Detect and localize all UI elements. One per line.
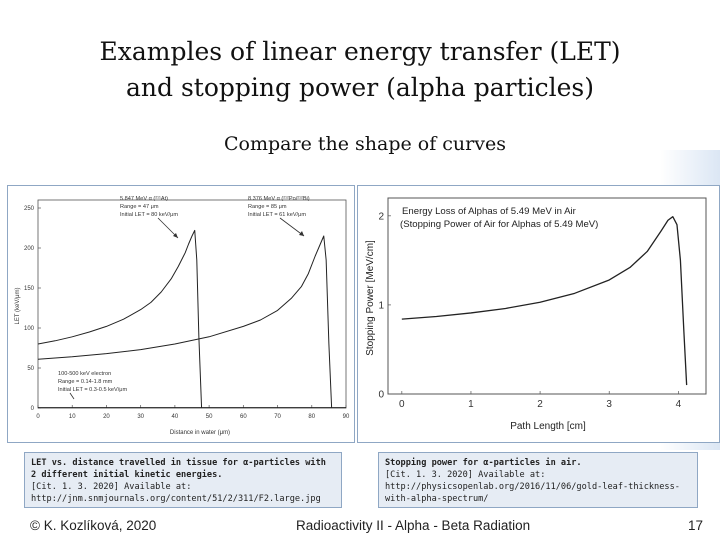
annotation-3-line-1: 100-500 keV electron: [58, 371, 111, 377]
y-tick-label: 1: [378, 300, 384, 311]
page-number: 17: [688, 518, 704, 533]
chart-frame: [387, 197, 707, 395]
annotation-3-line-3: Initial LET = 0.3-0.5 keV/μm: [58, 387, 128, 393]
caption-right-line-2: [Cit. 1. 3. 2020] Available at:: [385, 470, 546, 480]
x-tick-label: 20: [103, 414, 110, 420]
x-tick-label: 70: [274, 414, 281, 420]
title-line-1: Examples of linear energy transfer (LET): [99, 37, 621, 66]
annotation-1-line-2: Range = 47 μm: [120, 204, 159, 210]
stopping-power-chart-subtitle: (Stopping Power of Air for Alphas of 5.4…: [400, 219, 598, 230]
annotation-1-line-3: Initial LET = 80 keV/μm: [120, 212, 178, 218]
caption-right-source-link-1[interactable]: http://physicsopenlab.org/2016/11/06/gol…: [385, 482, 680, 492]
x-tick-label: 0: [36, 414, 40, 420]
annotation-1-arrowhead: [173, 233, 178, 238]
x-tick-label: 60: [240, 414, 247, 420]
x-tick-label: 40: [172, 414, 179, 420]
let-x-axis-label: Distance in water (μm): [170, 430, 230, 436]
let-chart: 0 10 20 30 40 50 60 70 80 90 0 50 100 150 200 250 5.847…: [15, 196, 350, 436]
footer-author: © K. Kozlíková, 2020: [30, 518, 157, 533]
series-line-1: [37, 229, 203, 409]
x-tick-label: 3: [606, 399, 612, 410]
annotation-3-arrow: [69, 392, 75, 400]
x-tick-label: 10: [69, 414, 76, 420]
stopping-power-chart-title: Energy Loss of Alphas of 5.49 MeV in Air: [402, 206, 577, 217]
y-tick-label: 100: [24, 326, 35, 332]
annotation-1-line-1: 5.847 MeV α (²¹¹At): [120, 196, 168, 202]
x-tick-label: 4: [676, 399, 682, 410]
stopping-power-chart: 0 1 2 3 4 0 1 2 Energy Loss of Alphas of 5.49 M…: [365, 197, 707, 432]
footer-course-title: Radioactivity II - Alpha - Beta Radiatio…: [296, 518, 531, 533]
slide-title: Examples of linear energy transfer (LET)…: [40, 34, 680, 106]
annotation-2-line-3: Initial LET = 61 keV/μm: [248, 212, 306, 218]
caption-left-line-2: 2 different initial kinetic energies.: [31, 470, 223, 480]
stopping-power-x-axis-label: Path Length [cm]: [510, 421, 586, 432]
annotation-3-line-2: Range = 0.14-1.8 mm: [58, 379, 113, 385]
y-tick-label: 0: [378, 390, 384, 401]
y-tick-label: 0: [31, 406, 35, 412]
stopping-power-y-axis-label: Stopping Power [MeV/cm]: [365, 240, 376, 356]
title-line-2: and stopping power (alpha particles): [126, 73, 594, 102]
x-tick-label: 2: [537, 399, 543, 410]
x-tick-label: 0: [399, 399, 405, 410]
x-tick-label: 50: [206, 414, 213, 420]
caption-right-line-1: Stopping power for α-particles in air.: [385, 458, 582, 468]
series-line-2: [37, 235, 333, 409]
caption-right-source-link-2[interactable]: with-alpha-spectrum/: [385, 494, 489, 504]
annotation-2-line-2: Range = 85 μm: [248, 204, 287, 210]
slide-subtitle: Compare the shape of curves: [224, 133, 506, 155]
caption-left-line-3: [Cit. 1. 3. 2020] Available at:: [31, 482, 192, 492]
let-chart-panel: 0 10 20 30 40 50 60 70 80 90 0 50 100 150 200 250 5.847…: [7, 185, 355, 443]
x-tick-label: 30: [137, 414, 144, 420]
y-tick-label: 2: [378, 211, 384, 222]
y-tick-label: 250: [24, 206, 35, 212]
x-tick-label: 80: [308, 414, 315, 420]
y-tick-label: 200: [24, 246, 35, 252]
annotation-2-arrow: [279, 217, 305, 237]
annotation-2-arrowhead: [299, 231, 304, 236]
y-tick-label: 150: [24, 286, 35, 292]
series-line-1: [401, 216, 688, 386]
x-tick-label: 1: [468, 399, 474, 410]
caption-left-line-1: LET vs. distance travelled in tissue for…: [31, 458, 326, 468]
stopping-power-chart-panel: 0 1 2 3 4 0 1 2 Energy Loss of Alphas of 5.49 M…: [357, 185, 720, 443]
x-tick-label: 90: [343, 414, 350, 420]
let-chart-caption: LET vs. distance travelled in tissue for…: [24, 452, 342, 508]
y-tick-label: 50: [27, 366, 34, 372]
annotation-2-line-1: 8.376 MeV α (²¹²Po/²¹²Bi): [248, 196, 310, 202]
caption-left-source-link[interactable]: http://jnm.snmjournals.org/content/51/2/…: [31, 494, 321, 504]
stopping-power-caption: Stopping power for α-particles in air. […: [378, 452, 698, 508]
let-y-axis-label: LET (keV/μm): [15, 287, 21, 324]
